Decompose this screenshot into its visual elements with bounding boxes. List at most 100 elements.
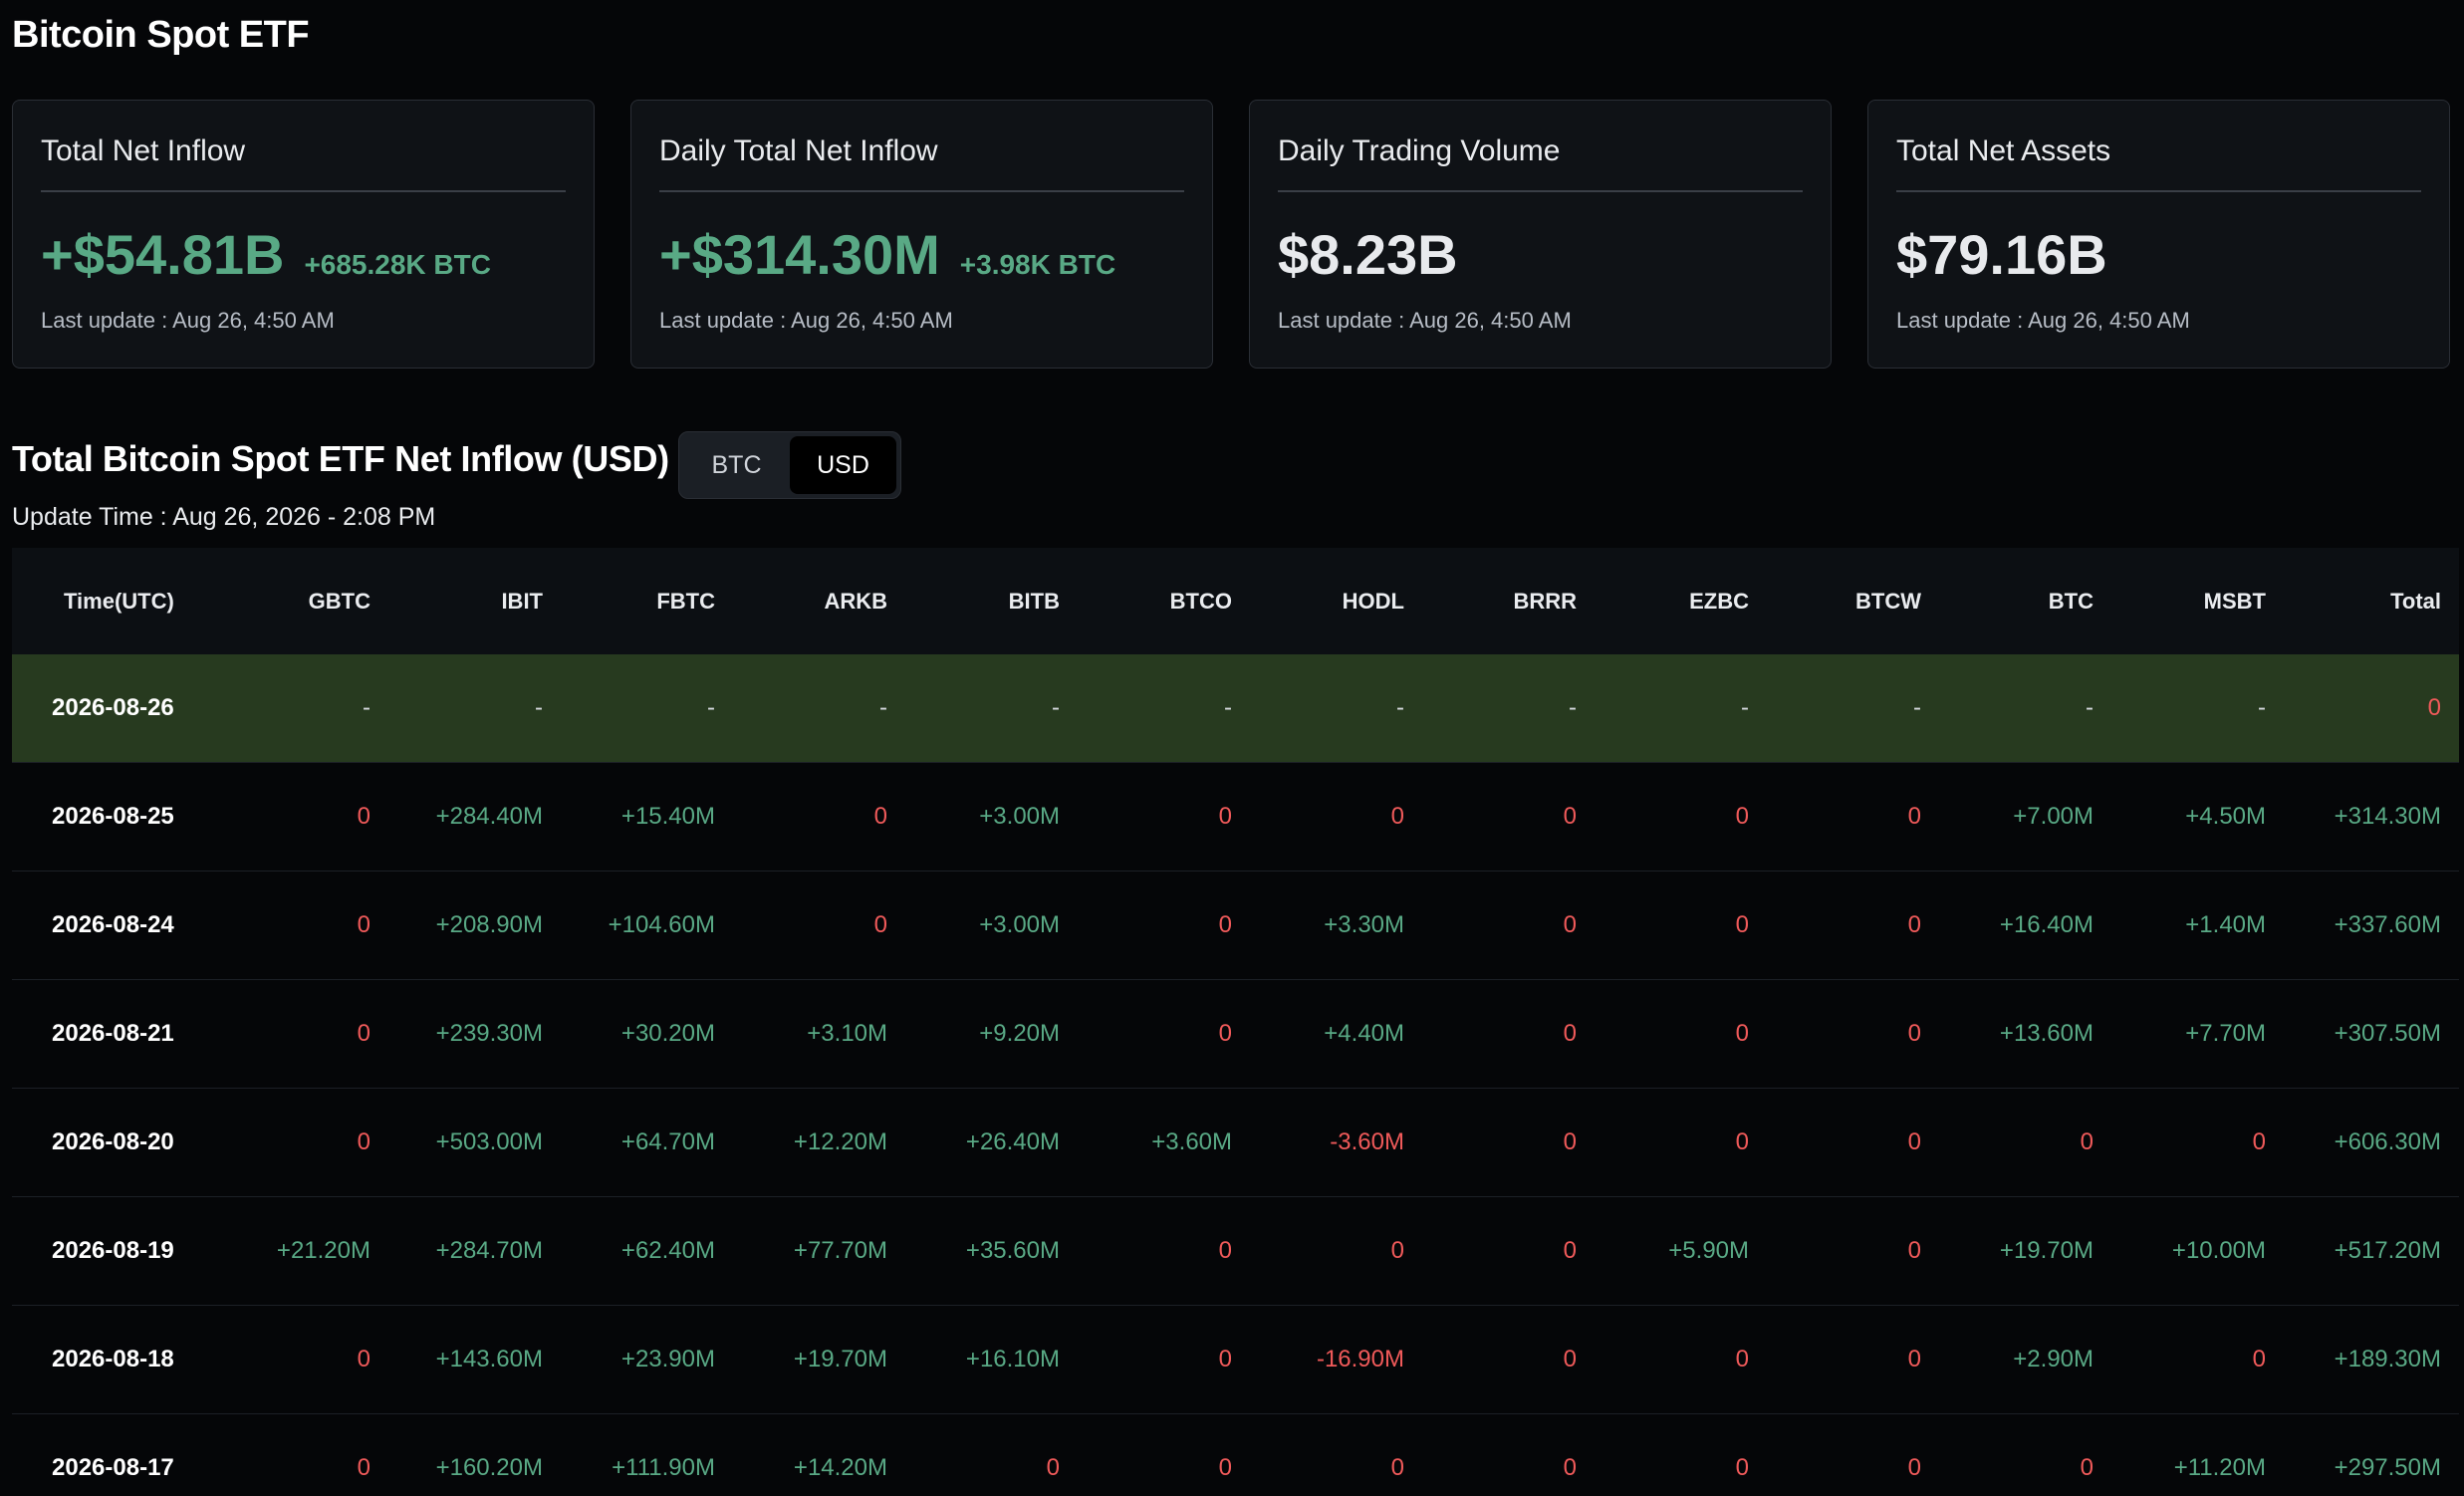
table-cell: +5.90M (1595, 1196, 1767, 1306)
table-cell: +16.10M (905, 1305, 1078, 1414)
table-cell: 0 (1595, 1413, 1767, 1496)
table-cell: +3.10M (733, 979, 905, 1089)
column-header-btcw: BTCW (1767, 548, 1939, 654)
table-cell: 0 (733, 762, 905, 872)
card-last-update: Last update : Aug 26, 4:50 AM (1278, 308, 1572, 333)
card-value: $79.16B (1896, 223, 2107, 286)
table-cell: +239.30M (388, 979, 561, 1089)
table-cell: 0 (1767, 1305, 1939, 1414)
table-cell: +7.70M (2111, 979, 2284, 1089)
table-header-row: Time(UTC) GBTC IBIT FBTC ARKB BITB BTCO HODL BRR… (12, 548, 2459, 654)
table-cell: - (1939, 654, 2111, 763)
summary-cards: Total Net Inflow +$54.81B +685.28K BTC L… (12, 100, 2450, 369)
table-cell: 0 (2111, 1088, 2284, 1197)
table-cell: 0 (1422, 979, 1595, 1089)
page-title: Bitcoin Spot ETF (12, 14, 310, 56)
column-header-fbtc: FBTC (561, 548, 733, 654)
table-row: 2026-08-19 +21.20M +284.70M +62.40M +77.70M +… (12, 1196, 2459, 1306)
table-cell: +3.30M (1250, 871, 1422, 980)
table-cell: 0 (1767, 1088, 1939, 1197)
table-cell: - (1595, 654, 1767, 763)
table-row: 2026-08-18 0 +143.60M +23.90M +19.70M +16.10M… (12, 1305, 2459, 1414)
table-cell: 0 (229, 1413, 388, 1496)
table-cell: +606.30M (2284, 1088, 2459, 1197)
column-header-btco: BTCO (1078, 548, 1250, 654)
table-cell: 0 (1939, 1088, 2111, 1197)
table-cell: +13.60M (1939, 979, 2111, 1089)
table-cell: +503.00M (388, 1088, 561, 1197)
table-row: 2026-08-25 0 +284.40M +15.40M 0 +3.00M 0 0 0 0 0 +7… (12, 762, 2459, 872)
table-cell: +3.00M (905, 762, 1078, 872)
table-cell: 0 (1250, 762, 1422, 872)
row-date: 2026-08-21 (12, 979, 229, 1089)
table-cell: 0 (733, 871, 905, 980)
column-header-brrr: BRRR (1422, 548, 1595, 654)
table-cell: 0 (1250, 1196, 1422, 1306)
card-daily-total-net-inflow: Daily Total Net Inflow +$314.30M +3.98K … (630, 100, 1213, 369)
table-cell: - (561, 654, 733, 763)
table-cell: +7.00M (1939, 762, 2111, 872)
table-cell: +62.40M (561, 1196, 733, 1306)
table-cell: +9.20M (905, 979, 1078, 1089)
column-header-time-utc: Time(UTC) (12, 548, 229, 654)
currency-toggle[interactable]: BTC USD (678, 431, 901, 499)
card-value-row: $8.23B (1278, 222, 1458, 287)
table-cell: +21.20M (229, 1196, 388, 1306)
table-cell: 0 (1767, 762, 1939, 872)
column-header-total: Total (2284, 548, 2459, 654)
section-title: Total Bitcoin Spot ETF Net Inflow (USD) (12, 438, 669, 479)
row-date: 2026-08-17 (12, 1413, 229, 1496)
card-sub-value: +685.28K BTC (304, 249, 491, 280)
card-last-update: Last update : Aug 26, 4:50 AM (41, 308, 335, 333)
toggle-btc-button[interactable]: BTC (711, 450, 762, 479)
table-cell: 0 (1078, 1413, 1250, 1496)
table-cell: +35.60M (905, 1196, 1078, 1306)
card-divider (1278, 190, 1803, 192)
table-row: 2026-08-17 0 +160.20M +111.90M +14.20M 0 0 0 0 0 0… (12, 1413, 2459, 1496)
table-cell: +64.70M (561, 1088, 733, 1197)
column-header-hodl: HODL (1250, 548, 1422, 654)
table-cell: 0 (1422, 1413, 1595, 1496)
table-cell: +2.90M (1939, 1305, 2111, 1414)
toggle-usd-button[interactable]: USD (790, 436, 896, 494)
table-cell: +26.40M (905, 1088, 1078, 1197)
table-cell: 0 (1422, 1196, 1595, 1306)
table-cell: 0 (1078, 979, 1250, 1089)
table-row: 2026-08-24 0 +208.90M +104.60M 0 +3.00M 0 +3.30… (12, 871, 2459, 980)
card-daily-trading-volume: Daily Trading Volume $8.23B Last update … (1249, 100, 1832, 369)
table-cell: +4.50M (2111, 762, 2284, 872)
card-total-net-assets: Total Net Assets $79.16B Last update : A… (1867, 100, 2450, 369)
table-cell: +3.00M (905, 871, 1078, 980)
card-divider (1896, 190, 2421, 192)
card-value-row: $79.16B (1896, 222, 2107, 287)
table-cell: - (388, 654, 561, 763)
table-cell: +517.20M (2284, 1196, 2459, 1306)
table-cell: +14.20M (733, 1413, 905, 1496)
table-cell: +12.20M (733, 1088, 905, 1197)
table-cell: +314.30M (2284, 762, 2459, 872)
table-cell: - (733, 654, 905, 763)
card-title: Daily Total Net Inflow (659, 134, 938, 167)
table-cell: +3.60M (1078, 1088, 1250, 1197)
table-cell: 0 (1595, 1305, 1767, 1414)
table-cell: - (1767, 654, 1939, 763)
column-header-msbt: MSBT (2111, 548, 2284, 654)
table-cell: 0 (229, 871, 388, 980)
table-cell: +30.20M (561, 979, 733, 1089)
table-cell: 0 (1250, 1413, 1422, 1496)
table-cell: 0 (1767, 979, 1939, 1089)
table-cell: 0 (229, 1305, 388, 1414)
table-cell: - (229, 654, 388, 763)
row-date: 2026-08-20 (12, 1088, 229, 1197)
row-date: 2026-08-19 (12, 1196, 229, 1306)
table-cell: +307.50M (2284, 979, 2459, 1089)
table-cell: -3.60M (1250, 1088, 1422, 1197)
table-cell: 0 (1595, 871, 1767, 980)
row-date: 2026-08-25 (12, 762, 229, 872)
column-header-arkb: ARKB (733, 548, 905, 654)
table-cell: - (1078, 654, 1250, 763)
card-divider (41, 190, 566, 192)
table-cell: 0 (2284, 654, 2459, 763)
table-cell: - (2111, 654, 2284, 763)
table-row: 2026-08-20 0 +503.00M +64.70M +12.20M +26.40M… (12, 1088, 2459, 1197)
